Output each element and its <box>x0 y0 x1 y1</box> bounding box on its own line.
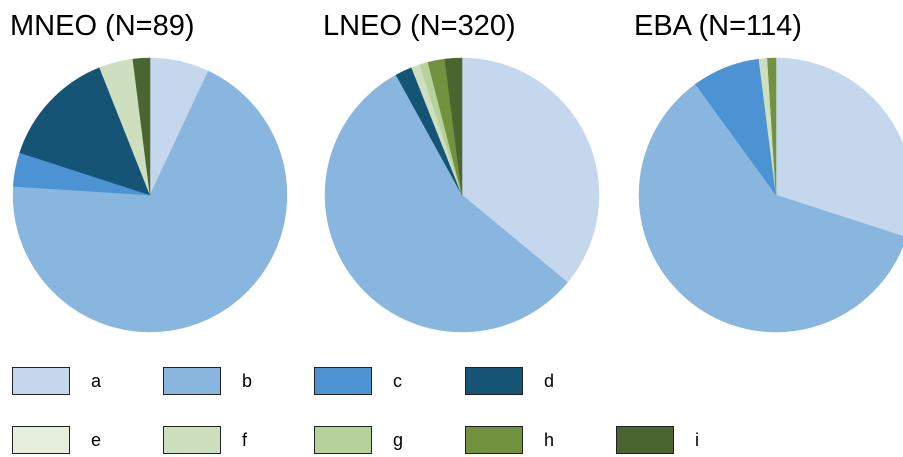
legend-label-h: h <box>544 429 555 450</box>
pie-lneo <box>324 57 600 333</box>
legend-item-e: e <box>12 426 163 454</box>
legend-item-a: a <box>12 367 163 395</box>
legend-item-b: b <box>163 367 314 395</box>
pie-slice-lneo-a <box>461 57 600 283</box>
pie-slice-mneo-i <box>132 57 151 196</box>
pie-title-lneo: LNEO (N=320) <box>323 10 516 42</box>
pie-charts <box>12 57 903 333</box>
legend-swatch-c <box>314 367 372 395</box>
pie-slice-eba-h <box>767 57 777 196</box>
legend-item-g: g <box>314 426 465 454</box>
legend-swatch-d <box>465 367 523 395</box>
pie-slice-lneo-b <box>324 74 568 333</box>
legend-label-f: f <box>242 429 248 450</box>
pie-eba <box>638 57 903 333</box>
legend-label-e: e <box>91 429 102 450</box>
legend-swatch-b <box>163 367 221 395</box>
legend-swatch-a <box>12 367 70 395</box>
legend-item-c: c <box>314 367 465 395</box>
pie-slice-eba-b <box>638 83 903 333</box>
legend-label-b: b <box>242 370 253 391</box>
legend-item-f: f <box>163 426 314 454</box>
pie-title-mneo: MNEO (N=89) <box>10 10 195 42</box>
legend-swatch-h <box>465 426 523 454</box>
legend-row-1: a b c d <box>12 367 616 395</box>
pie-slice-eba-a <box>775 57 903 237</box>
pie-slice-lneo-i <box>444 57 463 196</box>
legend-label-a: a <box>91 370 102 391</box>
legend-item-d: d <box>465 367 616 395</box>
legend-label-i: i <box>695 429 699 450</box>
legend-swatch-e <box>12 426 70 454</box>
legend-swatch-f <box>163 426 221 454</box>
legend-swatch-g <box>314 426 372 454</box>
pie-mneo <box>12 57 288 333</box>
pie-title-eba: EBA (N=114) <box>634 10 802 42</box>
legend-label-g: g <box>393 429 404 450</box>
legend-label-c: c <box>393 370 402 391</box>
legend-label-d: d <box>544 370 555 391</box>
legend-item-i: i <box>616 426 767 454</box>
legend-swatch-i <box>616 426 674 454</box>
legend-row-2: e f g h i <box>12 426 767 454</box>
pie-slice-mneo-b <box>12 70 288 333</box>
legend-item-h: h <box>465 426 616 454</box>
pie-slice-mneo-d <box>19 67 151 196</box>
